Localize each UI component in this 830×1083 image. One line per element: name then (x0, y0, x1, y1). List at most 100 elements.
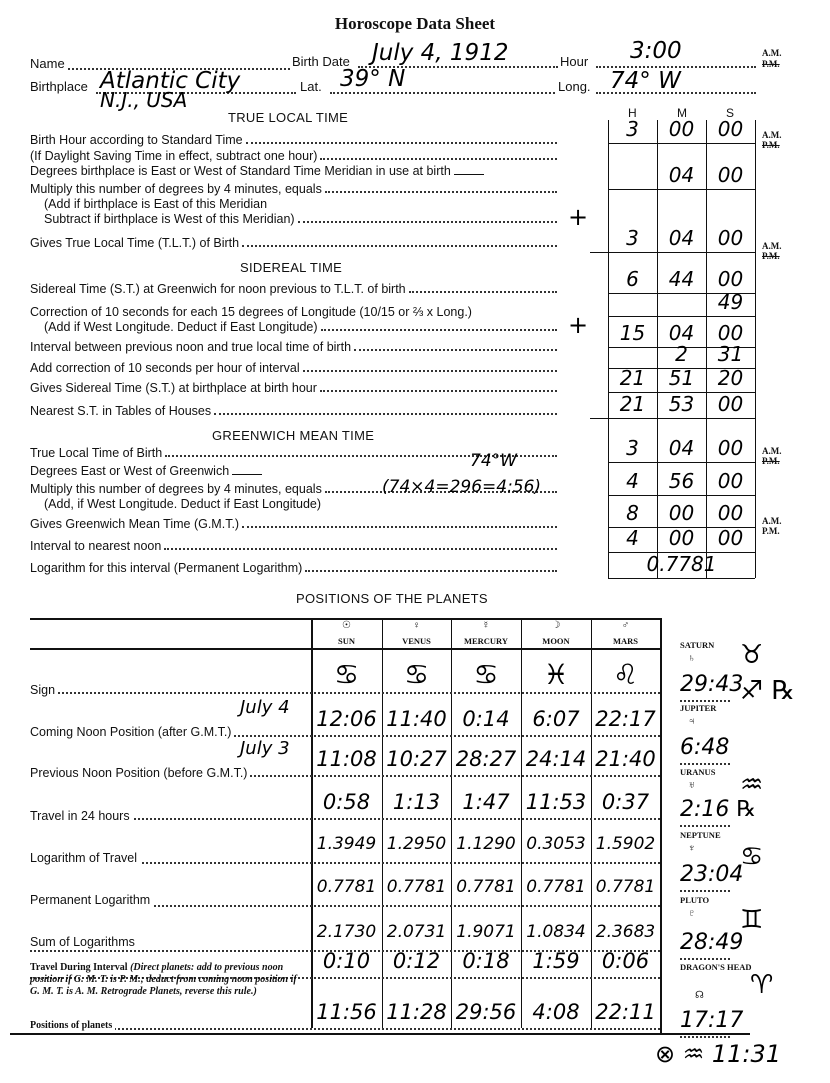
planet-value: 4:08 (532, 1000, 580, 1024)
table-hline (590, 252, 755, 253)
planet-symbol-mars: ♂ (621, 620, 630, 631)
table-hline (608, 578, 755, 579)
table-hline (608, 368, 755, 369)
calc-row-label: Degrees birthplace is East or West of St… (30, 164, 451, 178)
time-value-s: 00 (717, 226, 744, 250)
calc-row-label: (If Daylight Saving Time in effect, subt… (30, 149, 318, 163)
pm-marker-struck: P.M. (762, 251, 780, 261)
calc-row-label: Interval between previous noon and true … (30, 340, 352, 354)
outer-planet-sign: ♈ (750, 970, 774, 1000)
planet-value: 21:40 (595, 747, 656, 771)
planet-value: 1.1290 (456, 834, 516, 854)
planet-value: 1:47 (462, 790, 510, 814)
calc-row: Interval between previous noon and true … (30, 339, 557, 354)
pm-marker-struck: P.M. (762, 59, 780, 69)
time-value-s: 00 (717, 469, 744, 493)
planet-row-label: Sum of Logarithms (30, 935, 138, 949)
planet-value: 22:11 (595, 1000, 656, 1024)
calc-row-label: (Add if birthplace is East of this Merid… (44, 197, 268, 211)
calc-row: Multiply this number of degrees by 4 min… (30, 181, 557, 196)
planet-value: 11:40 (386, 707, 447, 731)
time-value-s: 00 (717, 392, 744, 416)
calc-row-label: Nearest S.T. in Tables of Houses (30, 404, 212, 418)
calc-row: Nearest S.T. in Tables of Houses (30, 403, 557, 418)
calc-row: Correction of 10 seconds for each 15 deg… (30, 304, 557, 319)
planet-value: ♋ (473, 658, 499, 691)
planet-value: 0:18 (462, 949, 510, 973)
planet-value: ♌ (612, 658, 639, 691)
planet-value: 1:13 (392, 790, 441, 814)
outer-planet-position: 23:04 (680, 862, 744, 887)
dotted-leader (324, 191, 557, 193)
planet-row-label: Sign (30, 683, 59, 697)
time-value-h: 21 (619, 392, 646, 416)
name-line (68, 68, 290, 70)
time-value-s: 00 (717, 117, 744, 141)
planet-value: 12:06 (316, 707, 377, 731)
time-value-h: 15 (619, 321, 646, 345)
dotted-leader (302, 370, 557, 372)
calc-row-label: Gives Sidereal Time (S.T.) at birthplace… (30, 381, 317, 395)
planet-vline (660, 618, 662, 1033)
planet-value: 0:58 (322, 790, 371, 814)
planet-value: 0.3053 (526, 834, 586, 854)
outer-planet-sign: ♋ (740, 842, 764, 872)
time-value-m: 04 (668, 321, 695, 345)
planet-symbol-mercury: ☿ (482, 620, 490, 631)
am-marker: A.M. (762, 130, 782, 140)
calc-row-label: Birth Hour according to Standard Time (30, 133, 243, 147)
planet-row-label: Previous Noon Position (before G.M.T.) (30, 766, 251, 780)
time-value-s: 00 (717, 163, 744, 187)
planet-value: 1.5902 (595, 834, 656, 854)
handwritten-footnote: ⊗ ♒ 11:31 (655, 1040, 782, 1068)
planet-value: 11:53 (525, 790, 587, 814)
calc-row-label: True Local Time of Birth (30, 446, 163, 460)
planet-value: 29:56 (455, 1000, 517, 1024)
calc-row: Gives Sidereal Time (S.T.) at birthplace… (30, 380, 557, 395)
birthplace-value-line2: N.J., USA (100, 88, 188, 112)
planet-value: 2.3683 (595, 922, 656, 942)
table-vline (706, 120, 707, 578)
outer-planet-name: JUPITER (680, 703, 717, 713)
outer-planet-symbol: ♃ (688, 716, 696, 727)
column-header-s: S (726, 106, 735, 120)
dotted-leader (320, 158, 557, 160)
row-dotted-line (30, 905, 660, 907)
outer-planet-symbol: ♄ (688, 653, 696, 664)
calc-row-label: Degrees East or West of Greenwich (30, 464, 230, 478)
time-value-m: 51 (668, 366, 695, 390)
am-marker: A.M. (762, 446, 782, 456)
calc-row: Add correction of 10 seconds per hour of… (30, 360, 557, 375)
planet-symbol-sun: ☉ (342, 620, 351, 631)
planet-value: 1.9071 (456, 922, 516, 942)
row-dotted-line (30, 692, 660, 694)
page-title: Horoscope Data Sheet (334, 14, 496, 33)
handwritten-date-note: July 4 (240, 697, 290, 718)
outer-planet-name: NEPTUNE (680, 830, 721, 840)
birthplace-line (96, 92, 296, 94)
planet-name-moon: MOON (542, 636, 570, 646)
planet-name-sun: SUN (337, 636, 355, 646)
column-header-h: H (628, 106, 637, 120)
am-marker: A.M. (762, 241, 782, 251)
planet-value: 11:08 (316, 747, 377, 771)
table-hline (608, 316, 755, 317)
time-value-s: 20 (717, 366, 744, 390)
planet-symbol-venus: ♀ (412, 620, 421, 631)
time-value-h: 4 (626, 469, 639, 493)
planet-value: 0.7781 (316, 877, 377, 897)
outer-dotted-line (680, 700, 730, 702)
planet-name-mars: MARS (612, 636, 639, 646)
time-value-m: 2 (675, 342, 688, 366)
planet-row-label: Logarithm of Travel (30, 851, 140, 865)
row-dotted-line (30, 950, 660, 952)
calc-row-label: Logarithm for this interval (Permanent L… (30, 561, 303, 575)
planet-value: 1:59 (532, 949, 580, 973)
planet-row-label: Positions of planets (30, 1020, 116, 1031)
planet-vline (382, 618, 383, 1028)
table-vline (657, 120, 658, 578)
lat-value: 39° N (340, 66, 406, 92)
dotted-leader (408, 291, 557, 293)
table-hline (608, 189, 755, 190)
row-dotted-line (30, 862, 660, 864)
